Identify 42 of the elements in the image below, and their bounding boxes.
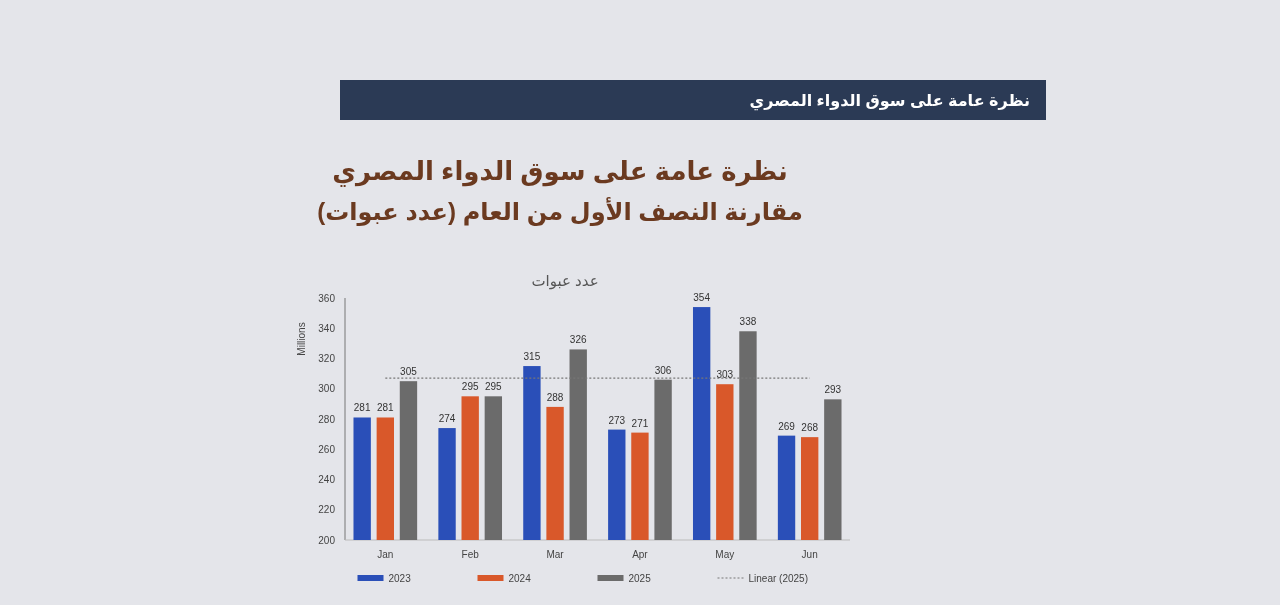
data-label: 269 [778,420,796,432]
data-label: 326 [569,334,587,346]
data-label: 281 [376,402,395,414]
y-tick-label: 360 [318,292,336,304]
data-label: 315 [523,351,541,363]
text: عدد عبوات [531,272,599,290]
x-tick-label: Jun [801,549,818,560]
y-axis-title: Millions [296,322,307,356]
y-tick-label: 260 [318,443,336,455]
x-tick-label: Apr [632,549,649,560]
data-label: 305 [400,366,418,378]
data-label: 354 [693,292,711,304]
data-label: 273 [608,414,626,426]
chart-subtitle: مقارنة النصف الأول من العام (عدد عبوات) [317,197,803,226]
y-tick-label: 320 [318,353,336,364]
y-tick-label: 200 [318,534,336,546]
x-tick-label: Jan [377,549,394,560]
legend-label: 2023 [388,572,412,584]
data-label: 306 [654,364,672,376]
legend-label: 2025 [628,572,652,584]
x-tick-label: Mar [546,549,565,560]
legend-label: Linear (2025) [748,572,808,584]
y-tick-label: 220 [318,504,336,516]
y-tick-label: 340 [318,322,336,334]
y-tick-label: 300 [318,383,336,395]
data-label: 281 [353,402,371,414]
data-label: 295 [461,381,479,393]
y-tick-label: 240 [318,474,336,485]
data-label: 338 [739,316,757,328]
data-label: 295 [484,381,503,393]
data-label: 274 [438,413,456,425]
chart-title: نظرة عامة على سوق الدواء المصري [332,156,788,187]
data-label: 268 [801,422,819,434]
data-label: 303 [716,369,734,381]
text: نظرة عامة على سوق الدواء المصري [749,92,1030,111]
data-label: 293 [824,384,842,396]
y-tick-label: 280 [318,413,336,425]
data-label: 271 [631,417,649,429]
x-tick-label: Feb [461,549,480,560]
legend-label: 2024 [508,572,532,584]
data-label: 288 [546,391,564,403]
x-tick-label: May [715,549,735,560]
